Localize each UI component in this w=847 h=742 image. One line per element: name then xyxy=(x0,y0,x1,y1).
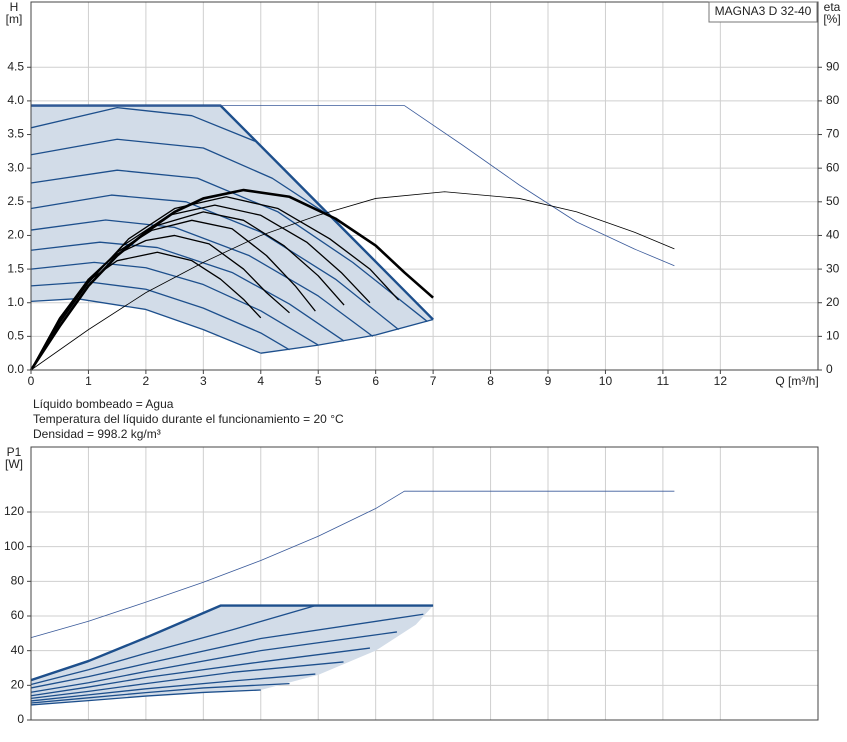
y2-tick-label: 40 xyxy=(826,228,840,242)
x-tick-label: 9 xyxy=(545,374,552,388)
curve xyxy=(260,318,434,354)
y-tick-label: 120 xyxy=(4,504,24,518)
x-tick-label: 0 xyxy=(28,374,35,388)
x-tick-label: 3 xyxy=(200,374,207,388)
y-tick-label: 40 xyxy=(11,643,25,657)
y-tick-label: 4.5 xyxy=(7,59,24,73)
curve xyxy=(30,196,400,371)
y2-tick-label: 90 xyxy=(826,59,840,73)
y-axis-unit: [m] xyxy=(6,12,23,26)
x-tick-label: 12 xyxy=(714,374,728,388)
y2-tick-label: 30 xyxy=(826,261,840,275)
x-axis-label: Q [m³/h] xyxy=(775,374,818,388)
y-tick-label: 2.0 xyxy=(7,228,24,242)
curve xyxy=(30,490,675,639)
curve xyxy=(30,613,424,689)
curve xyxy=(30,194,400,331)
y2-tick-label: 80 xyxy=(826,93,840,107)
y-tick-label: 20 xyxy=(11,678,25,692)
annotation: Temperatura del líquido durante el funci… xyxy=(33,412,344,426)
curve xyxy=(30,673,316,702)
curve xyxy=(30,661,344,699)
curve xyxy=(30,631,398,693)
chart-title: MAGNA3 D 32-40 xyxy=(715,4,812,18)
x-tick-label: 11 xyxy=(657,374,670,388)
curve xyxy=(30,689,261,706)
y2-axis-label: eta xyxy=(824,0,841,14)
y-tick-label: 0.0 xyxy=(7,362,24,376)
y2-axis-unit: [%] xyxy=(823,12,840,26)
y-axis-label: H xyxy=(10,0,19,14)
x-tick-label: 6 xyxy=(372,374,379,388)
y-axis-label: P1 xyxy=(7,445,22,459)
curve xyxy=(30,211,345,371)
y-tick-label: 1.0 xyxy=(7,295,24,309)
curve xyxy=(31,105,675,267)
curve xyxy=(30,298,262,354)
y2-tick-label: 20 xyxy=(826,295,840,309)
title-box xyxy=(708,1,818,23)
y-tick-label: 100 xyxy=(4,539,24,553)
curve xyxy=(30,138,331,217)
curve xyxy=(30,106,256,142)
y-axis-unit: [W] xyxy=(5,457,23,471)
y2-tick-label: 10 xyxy=(826,329,840,343)
y-tick-label: 60 xyxy=(11,608,25,622)
y2-tick-label: 50 xyxy=(826,194,840,208)
curve xyxy=(30,169,428,323)
annotation: Líquido bombeado = Agua xyxy=(33,397,174,411)
x-tick-label: 1 xyxy=(85,374,92,388)
y-tick-label: 0.5 xyxy=(7,329,24,343)
x-tick-label: 2 xyxy=(143,374,150,388)
curve xyxy=(30,647,371,697)
x-tick-label: 7 xyxy=(430,374,437,388)
y2-tick-label: 60 xyxy=(826,160,840,174)
plot-frame xyxy=(30,1,819,371)
y-tick-label: 3.5 xyxy=(7,127,24,141)
y-tick-label: 2.5 xyxy=(7,194,24,208)
plot-frame xyxy=(30,446,819,721)
curve xyxy=(30,219,374,337)
x-tick-label: 8 xyxy=(487,374,494,388)
curve xyxy=(30,604,434,682)
curve xyxy=(30,682,290,704)
curve xyxy=(29,188,434,371)
y-tick-label: 4.0 xyxy=(7,93,24,107)
curve xyxy=(30,281,290,351)
annotation: Densidad = 998.2 kg/m³ xyxy=(33,427,161,441)
x-tick-label: 4 xyxy=(257,374,264,388)
x-tick-label: 10 xyxy=(599,374,613,388)
curve xyxy=(30,241,345,342)
curve xyxy=(30,261,319,346)
curve xyxy=(30,604,316,686)
y2-tick-label: 0 xyxy=(826,362,833,376)
y-tick-label: 80 xyxy=(11,574,25,588)
y2-tick-label: 70 xyxy=(826,127,840,141)
y-tick-label: 0 xyxy=(17,712,24,726)
curve xyxy=(30,191,675,371)
y-tick-label: 1.5 xyxy=(7,261,24,275)
y-tick-label: 3.0 xyxy=(7,160,24,174)
x-tick-label: 5 xyxy=(315,374,322,388)
